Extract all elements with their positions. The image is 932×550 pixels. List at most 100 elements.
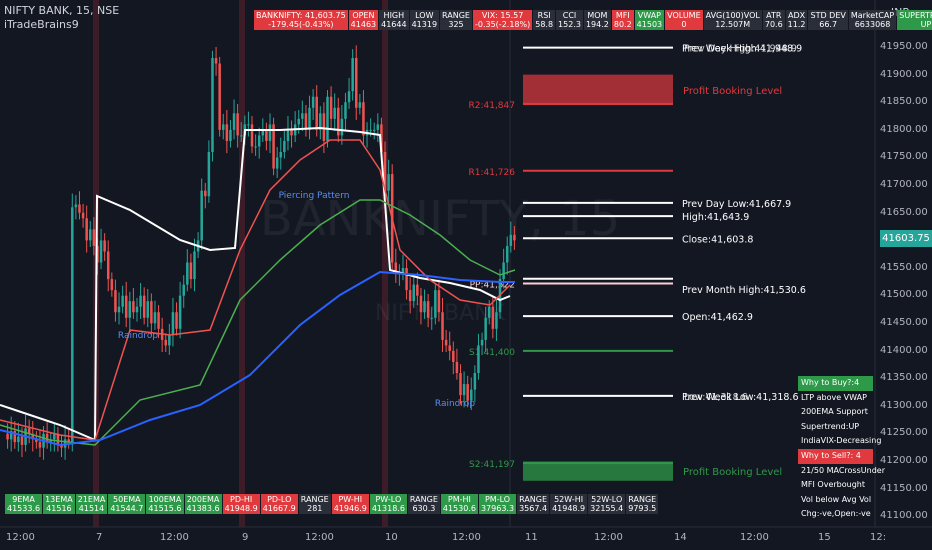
candle-body <box>412 284 416 302</box>
ema-stat-cell: PW-LO 41318.6 <box>369 494 407 514</box>
profit-zone-label: Profit Booking Level <box>683 86 782 97</box>
price-tick-label: 41850.00 <box>880 96 928 108</box>
candle-body <box>247 124 250 126</box>
price-tick-label: 41950.00 <box>880 41 928 52</box>
candle-body <box>99 240 103 263</box>
candle-body <box>207 151 211 197</box>
side-panel-row: 200EMA Support <box>801 407 868 417</box>
candle-body <box>13 431 17 443</box>
candle-body <box>279 151 283 158</box>
candle-body <box>232 113 236 130</box>
candle-body <box>214 58 218 64</box>
candle-body <box>150 301 153 324</box>
candle-body <box>369 129 372 131</box>
side-panel-row: 21/50 MACrossUnder <box>801 465 885 475</box>
level-label-overlap: Low:41,318.6 <box>684 392 748 403</box>
candle-body <box>27 428 31 434</box>
top-stat-cell: ATR 70.6 <box>762 10 785 30</box>
top-stat-cell: MOM 194.2 <box>583 10 611 30</box>
top-stat-cell: LOW 41319 <box>409 10 440 30</box>
candle-body <box>272 124 275 169</box>
candle-body <box>135 306 139 313</box>
candle-body <box>139 295 142 307</box>
time-tick-label: 10 <box>385 532 398 543</box>
ema-stat-cell: 50EMA 41544.7 <box>108 494 146 514</box>
candle-body <box>448 345 451 351</box>
watermark-name: NIFTY BANK <box>375 301 506 326</box>
top-stat-cell: MFI 80.2 <box>611 10 634 30</box>
profit-zone-label: Profit Booking Level <box>683 467 782 478</box>
side-panel-row: LTP above VWAP <box>801 392 867 402</box>
price-tick-label: 41900.00 <box>880 68 928 80</box>
candle-body <box>329 96 333 119</box>
candle-body <box>153 312 157 324</box>
candle-body <box>452 350 455 362</box>
candle-body <box>6 433 9 440</box>
candle-body <box>322 113 326 141</box>
top-stat-cell: HIGH 41644 <box>379 10 409 30</box>
candle-body <box>487 306 491 318</box>
candle-body <box>455 361 459 374</box>
ema-stat-cell: RANGE 9793.5 <box>626 494 659 514</box>
candle-body <box>283 140 286 152</box>
candle-body <box>211 58 214 152</box>
candle-body <box>17 436 20 443</box>
candle-body <box>128 301 132 318</box>
candle-body <box>340 118 344 136</box>
candle-body <box>71 207 74 443</box>
candle-body <box>502 262 505 280</box>
top-stat-cell: VOLUME 0 <box>665 10 703 30</box>
ema-stat-cell: RANGE 630.3 <box>407 494 440 514</box>
price-tick-label: 41750.00 <box>880 151 928 163</box>
ema-stat-cell: PM-LO 37963.3 <box>478 494 517 514</box>
price-tick-label: 41500.00 <box>880 289 928 301</box>
pattern-label: Raindrop <box>435 399 475 409</box>
candle-body <box>308 107 311 130</box>
candle-body <box>268 124 272 141</box>
candle-body <box>178 295 182 329</box>
candle-body <box>394 262 398 274</box>
time-tick-label: 9 <box>242 532 249 543</box>
candle-body <box>189 262 193 280</box>
level-label: Prev Week High:41,948.9 <box>682 44 802 55</box>
candle-body <box>92 229 96 246</box>
price-tick-label: 41200.00 <box>880 455 928 466</box>
candle-body <box>171 312 175 335</box>
top-stat-cell: STD DEV 66.7 <box>808 10 848 30</box>
candle-body <box>441 312 444 340</box>
price-tick-label: 41100.00 <box>880 510 928 522</box>
candle-body <box>60 444 63 448</box>
time-tick-label: 11 <box>525 532 538 543</box>
candle-body <box>193 251 196 280</box>
chart-header: NIFTY BANK, 15, NSE iTradeBrains9 <box>4 4 119 32</box>
candle-body <box>301 113 304 119</box>
candle-body <box>304 113 308 130</box>
top-stat-cell: VIX: 15.57 -0.35(-2.18%) <box>472 10 533 30</box>
candle-body <box>168 334 171 346</box>
top-stat-cell: RSI 58.8 <box>533 10 556 30</box>
side-panel-row: Why to Sell?: 4 <box>798 448 873 464</box>
price-tick-label: 41650.00 <box>880 206 928 218</box>
candle-body <box>20 436 24 445</box>
candle-body <box>254 146 257 148</box>
candle-body <box>405 268 408 291</box>
level-label-overlap: Prev Day High:41,948.9 <box>684 44 797 55</box>
candle-body <box>358 102 362 108</box>
candle-body <box>222 124 225 130</box>
price-tick-label: 41350.00 <box>880 372 928 384</box>
candle-body <box>146 301 150 318</box>
time-tick-label: 12: <box>870 532 887 543</box>
ema-stat-cell: RANGE 281 <box>298 494 331 514</box>
symbol-title[interactable]: NIFTY BANK, 15, NSE <box>4 4 120 17</box>
candle-body <box>401 268 405 274</box>
candle-body <box>408 290 412 302</box>
candle-body <box>315 96 318 130</box>
level-label: S1:41,400 <box>469 348 515 358</box>
top-stat-cell: MarketCAP 6633068 <box>848 10 897 30</box>
candle-body <box>103 240 106 252</box>
price-tick-label: 41550.00 <box>880 261 928 273</box>
time-tick-label: 12:00 <box>594 532 623 543</box>
candle-body <box>110 279 114 291</box>
candle-body <box>9 431 13 440</box>
